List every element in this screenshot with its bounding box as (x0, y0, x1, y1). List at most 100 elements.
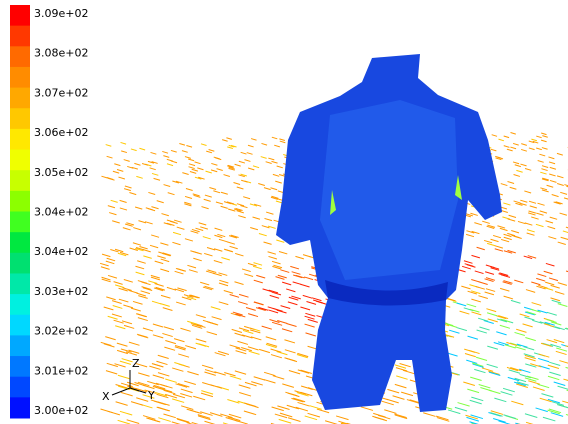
vector-arrow (293, 282, 302, 285)
vector-arrow (541, 169, 547, 171)
vector-arrow (128, 290, 137, 293)
vector-arrow (536, 136, 541, 138)
vector-arrow (521, 149, 527, 151)
vector-arrow (279, 251, 287, 253)
vector-arrow (138, 373, 149, 376)
vector-arrow (547, 185, 554, 187)
vector-arrow (266, 162, 272, 164)
vector-arrow (538, 161, 544, 163)
vector-arrow (107, 258, 115, 261)
vector-arrow (466, 360, 477, 363)
vector-arrow (219, 283, 228, 286)
vector-arrow (387, 399, 399, 403)
vector-arrow (525, 223, 533, 225)
vector-arrow (268, 310, 278, 313)
colorbar-swatch (10, 294, 30, 315)
vector-arrow (271, 355, 282, 358)
colorbar-swatch (10, 191, 30, 212)
vector-arrow (118, 420, 131, 424)
vector-arrow (264, 188, 271, 190)
vector-arrow (513, 162, 519, 164)
vector-arrow (163, 156, 169, 158)
vector-arrow (189, 167, 195, 169)
vector-arrow (124, 325, 134, 328)
vector-arrow (293, 398, 305, 402)
colorbar-swatch (10, 273, 30, 294)
vector-arrow (484, 240, 492, 242)
vector-arrow (174, 339, 184, 342)
vector-arrow (542, 148, 548, 150)
vector-arrow (106, 371, 117, 374)
vector-arrow (500, 325, 510, 328)
vector-arrow (211, 163, 217, 165)
vector-arrow (561, 237, 568, 239)
vector-arrow (552, 195, 559, 197)
vector-arrow (129, 342, 140, 345)
vector-arrow (558, 386, 568, 389)
vector-arrow (275, 181, 282, 183)
vector-arrow (109, 213, 116, 215)
vector-arrow (133, 243, 141, 245)
vector-arrow (547, 312, 557, 315)
vector-arrow (200, 282, 209, 285)
vector-arrow (492, 135, 497, 137)
vector-arrow (515, 332, 525, 335)
vector-arrow (557, 184, 564, 186)
vector-arrow (462, 266, 471, 269)
vector-arrow (382, 401, 394, 405)
vector-arrow (214, 249, 222, 251)
vector-arrow (477, 330, 487, 333)
vector-arrow (118, 177, 124, 179)
vector-arrow (471, 415, 483, 419)
vector-arrow (474, 369, 485, 372)
vector-arrow (116, 402, 128, 406)
vector-arrow (221, 257, 229, 260)
vector-arrow (197, 168, 203, 170)
vector-arrow (543, 417, 555, 421)
vector-arrow (279, 419, 291, 423)
vector-arrow (511, 235, 519, 237)
vector-arrow (235, 371, 246, 374)
vector-arrow (563, 379, 568, 382)
vector-arrow (102, 254, 110, 257)
vector-arrow (233, 183, 240, 185)
vector-arrow (504, 237, 512, 239)
vector-arrow (185, 239, 193, 241)
vector-arrow (120, 208, 127, 210)
vector-arrow (259, 349, 270, 352)
vector-arrow (195, 228, 203, 230)
vector-arrow (156, 361, 167, 364)
vector-arrow (119, 299, 128, 302)
vector-arrow (305, 416, 317, 420)
vector-arrow (482, 221, 490, 223)
vector-arrow (264, 372, 275, 375)
vector-arrow (464, 261, 473, 264)
vector-arrow (487, 313, 497, 316)
colorbar-swatch (10, 212, 30, 233)
vector-arrow (540, 172, 546, 174)
vector-arrow (112, 221, 120, 223)
vector-arrow (300, 307, 310, 310)
vector-arrow (556, 351, 567, 354)
vector-arrow (158, 355, 169, 358)
vector-arrow (118, 375, 129, 378)
colorbar-label: 3.01e+02 (34, 364, 88, 377)
vector-arrow (541, 394, 553, 398)
vector-arrow (244, 411, 256, 415)
vector-arrow (106, 261, 115, 264)
vector-arrow (131, 308, 141, 311)
vector-arrow (113, 306, 123, 309)
vector-arrow (230, 345, 241, 348)
vector-arrow (288, 302, 298, 305)
vector-arrow (254, 377, 265, 380)
vector-arrow (164, 347, 175, 350)
vector-arrow (217, 169, 223, 171)
vector-arrow (500, 228, 508, 230)
vector-arrow (495, 249, 503, 251)
vector-arrow (471, 299, 480, 302)
vector-arrow (546, 263, 555, 266)
vector-arrow (277, 166, 283, 168)
vector-arrow (139, 148, 145, 150)
vector-arrow (503, 203, 510, 205)
vector-arrow (219, 280, 228, 283)
